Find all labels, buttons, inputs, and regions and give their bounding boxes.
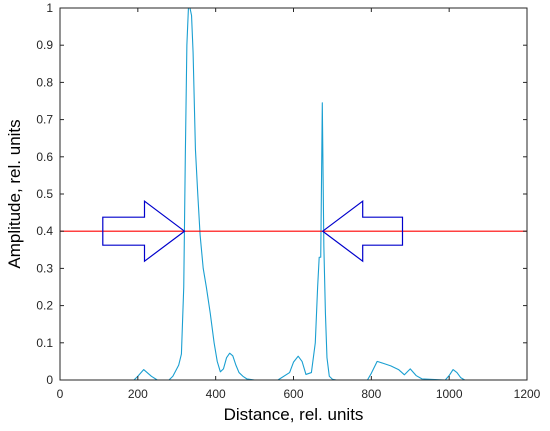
y-tick-label: 0 — [46, 373, 53, 387]
y-tick-label: 0.5 — [36, 187, 53, 201]
y-tick-label: 0.8 — [36, 75, 53, 89]
plot-area-background — [60, 8, 527, 380]
y-tick-label: 0.7 — [36, 113, 53, 127]
y-tick-label: 0.1 — [36, 336, 53, 350]
annotation-layer — [102, 199, 404, 263]
x-tick-label: 1000 — [436, 387, 463, 401]
y-tick-label: 1 — [46, 1, 53, 15]
arrow-right-1 — [102, 199, 186, 263]
y-tick-label: 0.3 — [36, 261, 53, 275]
y-tick-label: 0.4 — [36, 224, 53, 238]
x-tick-label: 600 — [283, 387, 303, 401]
y-tick-label: 0.2 — [36, 299, 53, 313]
y-axis-ticks: 0 0.1 0.2 0.3 0.4 0.5 0.6 0.7 0.8 0.9 1 — [36, 1, 527, 387]
x-tick-label: 200 — [128, 387, 148, 401]
y-axis-label: Amplitude, rel. units — [5, 119, 24, 268]
y-tick-label: 0.9 — [36, 38, 53, 52]
arrow-left-2 — [321, 199, 404, 263]
x-tick-label: 1200 — [514, 387, 541, 401]
x-axis-ticks: 0 200 400 600 800 1000 1200 — [57, 8, 541, 401]
x-tick-label: 0 — [57, 387, 64, 401]
x-tick-label: 800 — [361, 387, 381, 401]
x-axis-label: Distance, rel. units — [224, 405, 364, 424]
x-tick-label: 400 — [206, 387, 226, 401]
signal-line-1 — [60, 7, 527, 381]
y-tick-label: 0.6 — [36, 150, 53, 164]
signal-layer — [60, 7, 527, 381]
